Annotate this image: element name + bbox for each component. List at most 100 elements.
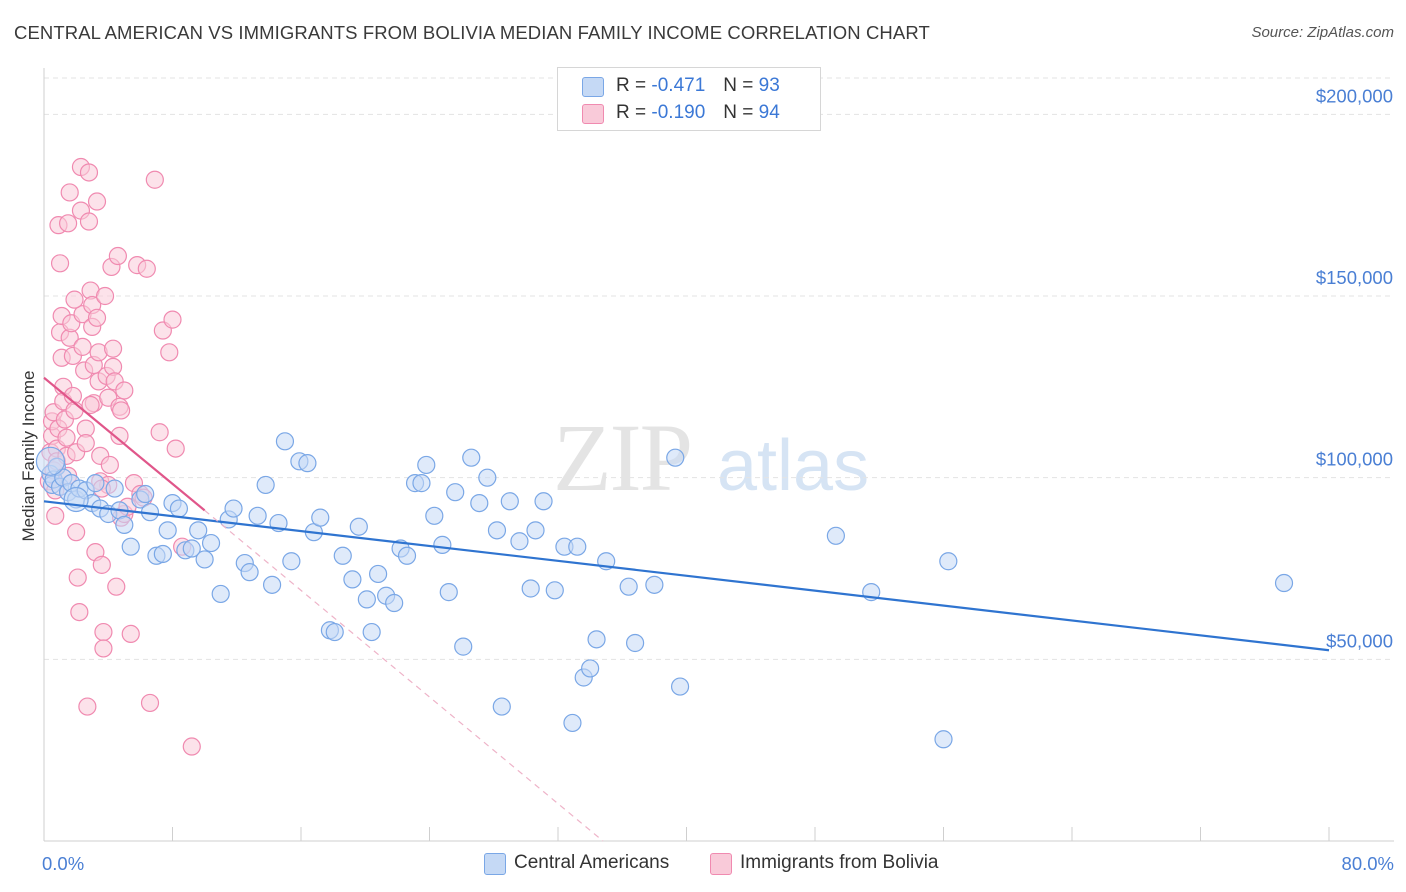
data-point <box>153 544 172 564</box>
data-point <box>568 537 587 556</box>
data-point <box>115 515 134 535</box>
data-point <box>121 537 140 556</box>
data-point <box>256 475 275 495</box>
data-point <box>325 622 344 642</box>
data-point <box>298 454 317 473</box>
data-point <box>108 246 127 266</box>
legend-n-label: N = <box>723 102 754 123</box>
data-point <box>105 479 124 498</box>
data-point <box>282 552 301 571</box>
data-point <box>136 484 155 504</box>
legend-r-label: R = <box>616 102 647 123</box>
data-point <box>201 533 221 553</box>
data-point <box>470 494 489 513</box>
data-point <box>87 192 107 211</box>
data-point <box>46 506 65 525</box>
data-point <box>86 474 105 493</box>
data-point <box>63 486 89 513</box>
legend-r-value: -0.190 <box>651 102 706 123</box>
data-point <box>57 428 76 447</box>
data-point <box>369 564 388 584</box>
trend-line-central-americans <box>43 500 1330 652</box>
legend-label-bolivia: Immigrants from Bolivia <box>740 852 939 873</box>
data-point <box>433 535 452 554</box>
legend-n-value: 94 <box>758 102 780 123</box>
data-point <box>362 622 381 642</box>
data-point <box>670 677 690 696</box>
data-point <box>666 448 685 467</box>
y-tick-label: $50,000 <box>1326 630 1393 651</box>
data-point <box>182 737 201 756</box>
data-point <box>94 622 113 642</box>
legend-swatch-bolivia <box>710 853 732 875</box>
y-tick-label: $200,000 <box>1316 85 1393 106</box>
data-point <box>73 337 92 356</box>
legend-r-label: R = <box>616 75 647 96</box>
data-point <box>92 555 111 574</box>
data-point <box>110 426 129 445</box>
data-point <box>397 546 417 565</box>
data-point <box>163 310 182 329</box>
x-tick-max: 80.0% <box>1342 853 1394 874</box>
data-point <box>563 713 582 733</box>
series-central-americans <box>39 157 201 756</box>
data-point <box>581 659 600 678</box>
legend-n-value: 93 <box>758 75 780 96</box>
data-point <box>68 568 87 587</box>
data-point <box>65 290 84 309</box>
data-point <box>645 575 664 594</box>
data-point <box>60 183 79 202</box>
data-point <box>439 583 458 602</box>
data-point <box>275 432 295 451</box>
data-point <box>534 492 553 511</box>
y-tick-label: $100,000 <box>1316 449 1393 470</box>
watermark: ZIP atlas <box>553 404 869 511</box>
data-point <box>65 401 84 420</box>
data-point <box>510 532 529 551</box>
data-point <box>76 434 95 453</box>
data-point <box>349 517 368 536</box>
data-point <box>311 508 330 527</box>
data-point <box>87 308 107 327</box>
series-central-americans-points <box>35 432 1294 749</box>
data-point <box>79 212 99 231</box>
data-point <box>107 577 126 596</box>
data-point <box>587 630 606 649</box>
data-point <box>70 602 89 622</box>
data-point <box>333 546 352 565</box>
data-point <box>412 474 431 493</box>
data-point <box>94 639 113 658</box>
data-point <box>95 286 115 306</box>
data-point <box>357 590 376 609</box>
trend-line-bolivia-extension <box>204 509 604 842</box>
data-point <box>462 448 481 467</box>
data-point <box>50 254 70 273</box>
data-point <box>526 521 545 540</box>
data-point <box>939 552 958 571</box>
data-point <box>492 697 511 716</box>
y-tick-labels: $50,000 $100,000 $150,000 $200,000 <box>1316 85 1393 651</box>
data-point <box>545 581 564 600</box>
legend-text-bolivia: R = -0.190 N = 94 <box>616 102 780 124</box>
legend-label-central-americans: Central Americans <box>514 852 670 873</box>
legend-n-label: N = <box>723 75 754 96</box>
data-point <box>81 395 100 415</box>
data-point <box>385 593 404 613</box>
data-point <box>826 526 845 545</box>
data-point <box>182 539 201 558</box>
data-point <box>417 455 436 475</box>
data-point <box>166 439 185 458</box>
data-point <box>454 637 473 656</box>
data-point <box>240 563 259 582</box>
data-point <box>619 577 638 596</box>
data-point <box>189 521 208 540</box>
data-point <box>195 550 214 569</box>
data-point <box>78 697 97 716</box>
data-point <box>140 693 160 713</box>
data-point <box>262 575 282 594</box>
legend-swatch-central-americans <box>582 77 604 97</box>
legend-swatch-central-americans <box>484 853 506 875</box>
data-point <box>121 624 140 644</box>
data-point <box>145 170 164 189</box>
data-point <box>425 506 444 525</box>
